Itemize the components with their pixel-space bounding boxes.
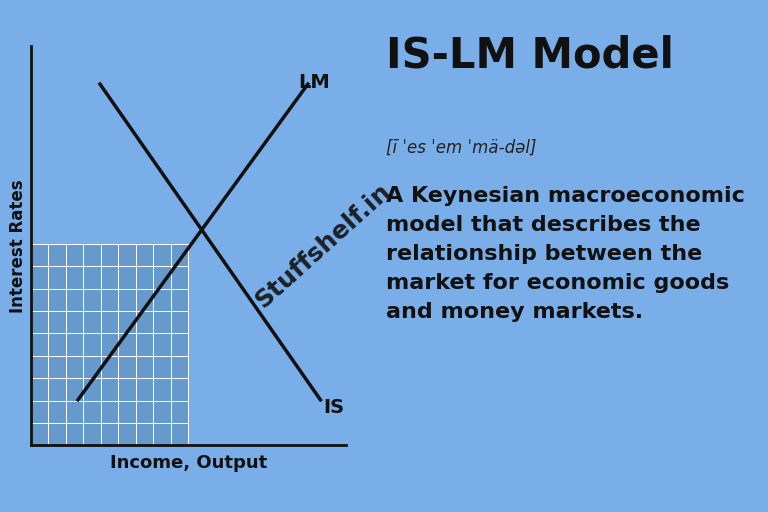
Text: Stuffshelf.in: Stuffshelf.in — [250, 179, 395, 313]
Text: IS-LM Model: IS-LM Model — [386, 34, 674, 76]
Y-axis label: Interest Rates: Interest Rates — [8, 179, 27, 312]
Text: A Keynesian macroeconomic
model that describes the
relationship between the
mark: A Keynesian macroeconomic model that des… — [386, 186, 745, 322]
X-axis label: Income, Output: Income, Output — [110, 454, 266, 472]
Text: IS: IS — [323, 398, 345, 417]
Text: [ī ˈes ˈem ˈmä-dəl]: [ī ˈes ˈem ˈmä-dəl] — [386, 139, 537, 157]
Text: LM: LM — [298, 73, 330, 92]
Bar — [31, 244, 188, 445]
